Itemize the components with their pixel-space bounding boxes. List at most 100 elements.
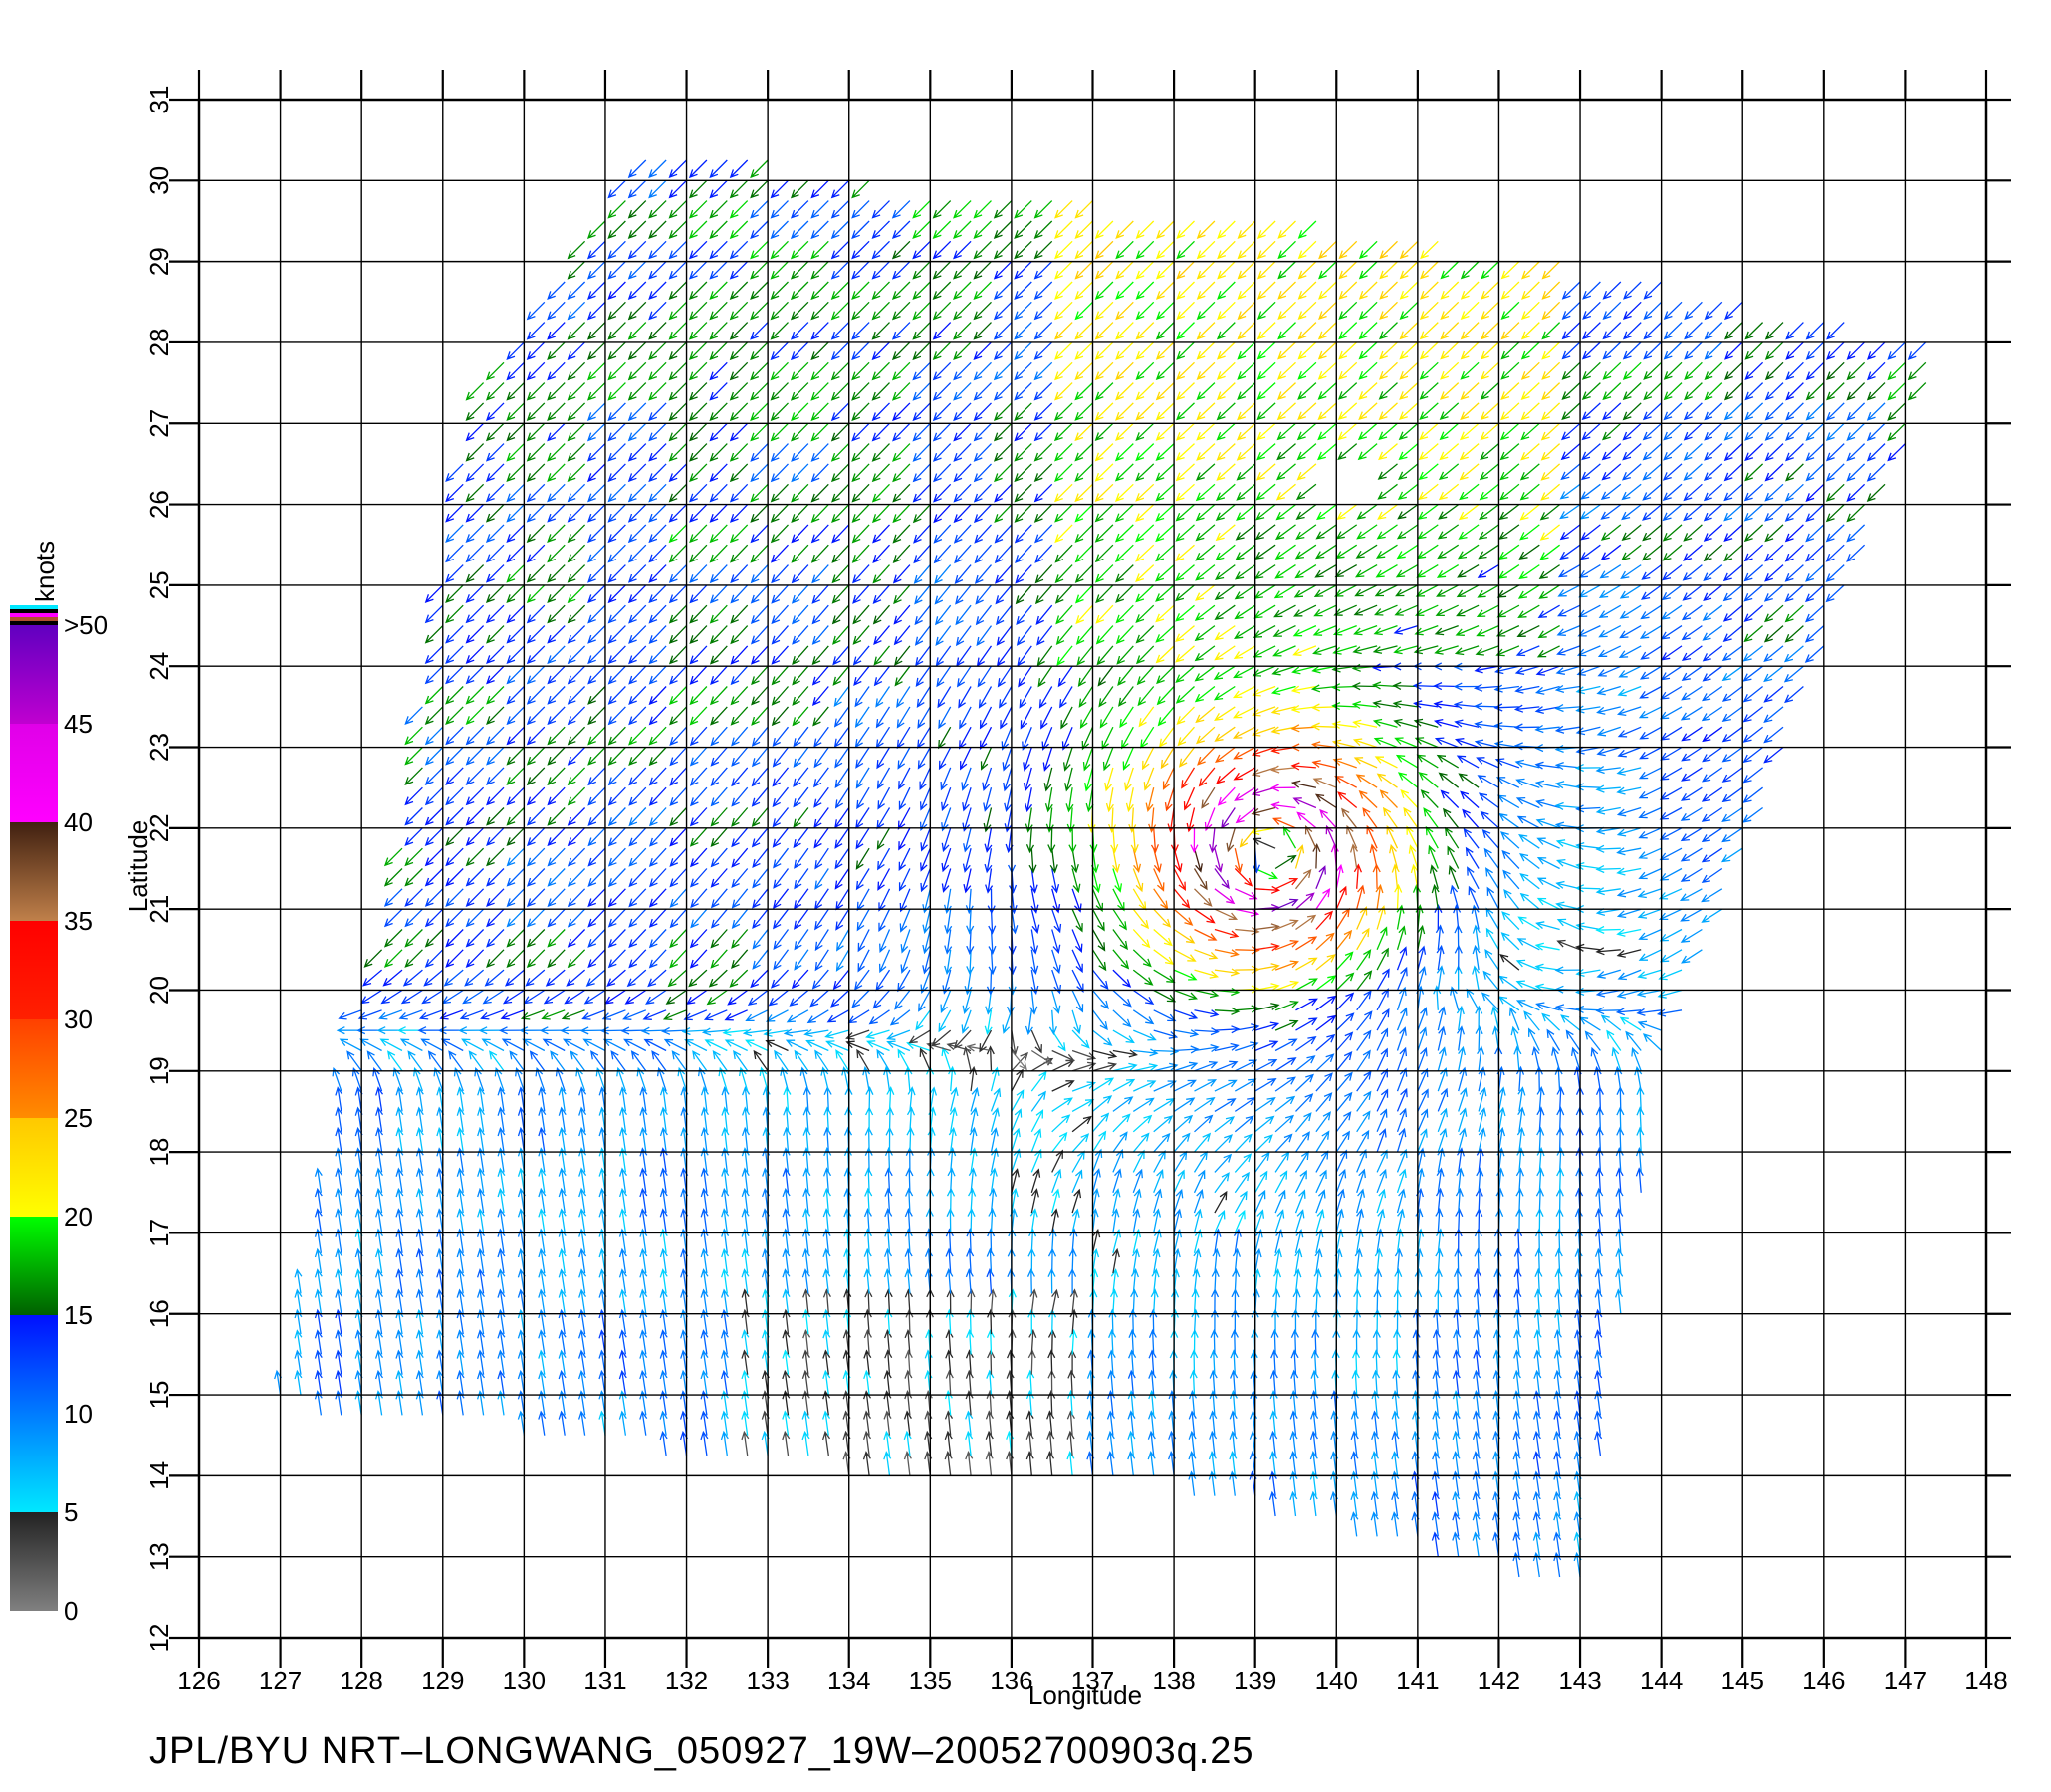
- wind-vector: [445, 686, 464, 705]
- wind-vector: [907, 1086, 916, 1112]
- wind-vector: [993, 443, 1013, 462]
- wind-vector: [770, 402, 789, 422]
- wind-vector: [1014, 240, 1032, 260]
- wind-vector: [1334, 584, 1358, 597]
- wind-vector: [1338, 322, 1358, 340]
- wind-vector: [794, 1049, 809, 1072]
- wind-vector: [669, 908, 687, 929]
- wind-vector: [1270, 685, 1296, 696]
- wind-vector: [1094, 564, 1114, 583]
- wind-vector: [1273, 1247, 1282, 1274]
- wind-vector: [830, 200, 850, 219]
- wind-vector: [1369, 843, 1378, 869]
- wind-vector: [1518, 544, 1540, 560]
- wind-vector: [1594, 1329, 1603, 1355]
- wind-vector: [851, 422, 870, 442]
- wind-vector: [1393, 718, 1419, 728]
- wind-vector: [1595, 1126, 1604, 1153]
- wind-vector: [648, 240, 667, 260]
- wind-vector: [586, 281, 606, 300]
- wind-vector: [558, 1268, 567, 1294]
- wind-vector: [1102, 747, 1114, 772]
- wind-vector: [1194, 969, 1220, 979]
- wind-vector: [1317, 382, 1337, 400]
- wind-vector: [741, 1329, 750, 1355]
- wind-vector: [868, 1009, 890, 1025]
- wind-vector: [1637, 1020, 1662, 1031]
- wind-vector: [1744, 402, 1764, 421]
- wind-vector: [1661, 604, 1683, 620]
- wind-vector: [1546, 1028, 1561, 1051]
- wind-vector: [1317, 341, 1337, 360]
- wind-vector: [974, 524, 992, 544]
- wind-vector: [980, 747, 993, 771]
- wind-vector: [1033, 361, 1053, 381]
- wind-vector: [843, 1187, 852, 1214]
- wind-vector: [794, 949, 809, 971]
- wind-vector: [669, 767, 687, 786]
- wind-vector: [448, 1050, 464, 1072]
- wind-vector: [659, 1167, 668, 1193]
- wind-vector: [986, 1268, 995, 1294]
- wind-vector: [794, 908, 809, 930]
- wind-vector: [567, 929, 586, 948]
- wind-vector: [648, 929, 667, 949]
- wind-vector: [1744, 382, 1764, 401]
- wind-vector: [1234, 1115, 1254, 1133]
- wind-vector: [1440, 301, 1460, 321]
- wind-vector: [1394, 737, 1419, 749]
- wind-vector: [1374, 756, 1398, 769]
- wind-vector: [294, 1268, 303, 1294]
- wind-vector: [607, 544, 626, 563]
- wind-vector: [871, 463, 890, 483]
- wind-vector: [1030, 1049, 1053, 1065]
- wind-vector: [1011, 1051, 1029, 1072]
- wind-vector: [1112, 1096, 1134, 1112]
- wind-vector: [1155, 443, 1175, 462]
- wind-vector: [1743, 604, 1764, 622]
- wind-vector: [1396, 946, 1408, 971]
- wind-vector: [1358, 341, 1378, 360]
- wind-vector: [1115, 564, 1134, 583]
- wind-vector: [485, 504, 505, 523]
- wind-vector: [871, 422, 890, 442]
- wind-vector: [810, 524, 829, 544]
- wind-vector: [932, 281, 952, 300]
- wind-vector: [1253, 645, 1276, 658]
- wind-vector: [1174, 584, 1195, 602]
- wind-vector: [747, 989, 769, 1007]
- colorbar-label: 0: [64, 1596, 78, 1626]
- wind-vector: [1346, 824, 1358, 849]
- wind-vector: [1500, 932, 1520, 951]
- wind-vector: [1237, 261, 1256, 280]
- wind-vector: [547, 483, 566, 503]
- wind-vector: [791, 969, 809, 990]
- wind-vector: [686, 989, 708, 1006]
- x-tick-label: 130: [503, 1666, 546, 1695]
- wind-vector: [1331, 1369, 1340, 1396]
- wind-vector: [741, 1247, 750, 1274]
- wind-vector: [1045, 1451, 1055, 1476]
- wind-vector: [862, 1451, 871, 1476]
- wind-vector: [587, 767, 606, 786]
- wind-vector: [1295, 1036, 1317, 1052]
- wind-vector: [1396, 544, 1419, 560]
- wind-vector: [1377, 504, 1398, 520]
- wind-vector: [1074, 422, 1093, 442]
- wind-vector: [1106, 1430, 1115, 1456]
- wind-vector: [1176, 301, 1195, 321]
- wind-vector: [649, 807, 667, 827]
- wind-vector: [1214, 868, 1230, 890]
- wind-vector: [506, 908, 525, 928]
- wind-vector: [538, 1247, 547, 1274]
- wind-vector: [1254, 903, 1281, 913]
- wind-vector: [577, 1410, 587, 1436]
- wind-vector: [502, 989, 525, 1005]
- wind-vector: [1014, 361, 1032, 381]
- wind-vector: [1256, 322, 1276, 340]
- wind-vector: [1825, 422, 1845, 442]
- wind-vector: [1417, 524, 1439, 540]
- wind-vector: [688, 200, 708, 219]
- wind-vector: [975, 584, 993, 605]
- wind-vector: [1127, 1349, 1137, 1375]
